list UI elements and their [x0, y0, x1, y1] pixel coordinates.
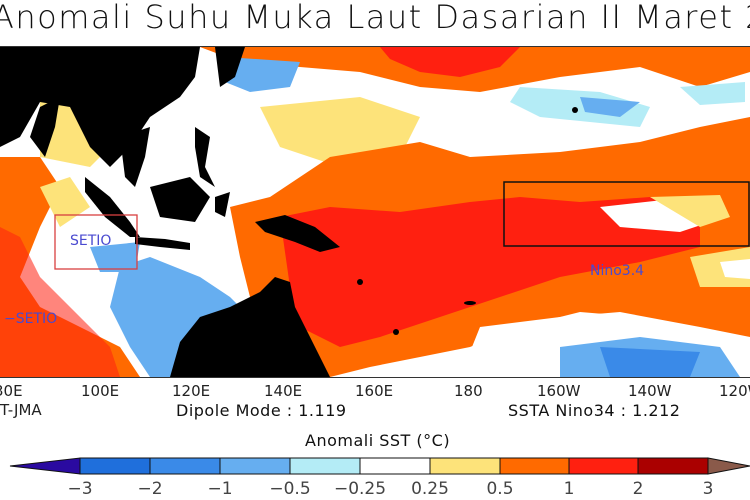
x-tick-label: 120W [719, 382, 750, 400]
colorbar-label: −2 [137, 479, 163, 499]
colorbar-label: −0.5 [269, 479, 311, 499]
colorbar-label: 3 [702, 479, 714, 499]
map-title: Anomali Suhu Muka Laut Dasarian II Maret… [0, 0, 750, 36]
colorbar [9, 457, 750, 475]
colorbar-label: 0.5 [486, 479, 514, 499]
x-tick-label: 120E [172, 382, 211, 400]
colorbar-label: −0.25 [333, 479, 387, 499]
wtio-label: −SETIO [4, 311, 58, 327]
x-tick-label: 30E [0, 382, 23, 400]
colorbar-label: 2 [632, 479, 644, 499]
setio-label: SETIO [70, 233, 112, 249]
sst-field [0, 47, 750, 377]
sst-anomaly-map: SETIO −SETIO Nino3.4 [0, 46, 750, 378]
ssta-nino34-value: SSTA Nino34 : 1.212 [508, 401, 681, 420]
x-tick-label: 140E [264, 382, 303, 400]
x-tick-label: 180 [454, 382, 483, 400]
colorbar-title: Anomali SST (°C) [305, 431, 451, 450]
x-tick-label: 160W [537, 382, 581, 400]
x-tick-label: 140W [628, 382, 672, 400]
colorbar-label: −3 [67, 479, 93, 499]
nino34-label: Nino3.4 [590, 263, 645, 279]
data-source-label: T-JMA [0, 401, 42, 419]
colorbar-label: 0.25 [411, 479, 449, 499]
colorbar-label: 1 [563, 479, 575, 499]
x-tick-label: 100E [81, 382, 120, 400]
dipole-mode-value: Dipole Mode : 1.119 [176, 401, 347, 420]
x-tick-label: 160E [355, 382, 394, 400]
colorbar-label: −1 [207, 479, 233, 499]
